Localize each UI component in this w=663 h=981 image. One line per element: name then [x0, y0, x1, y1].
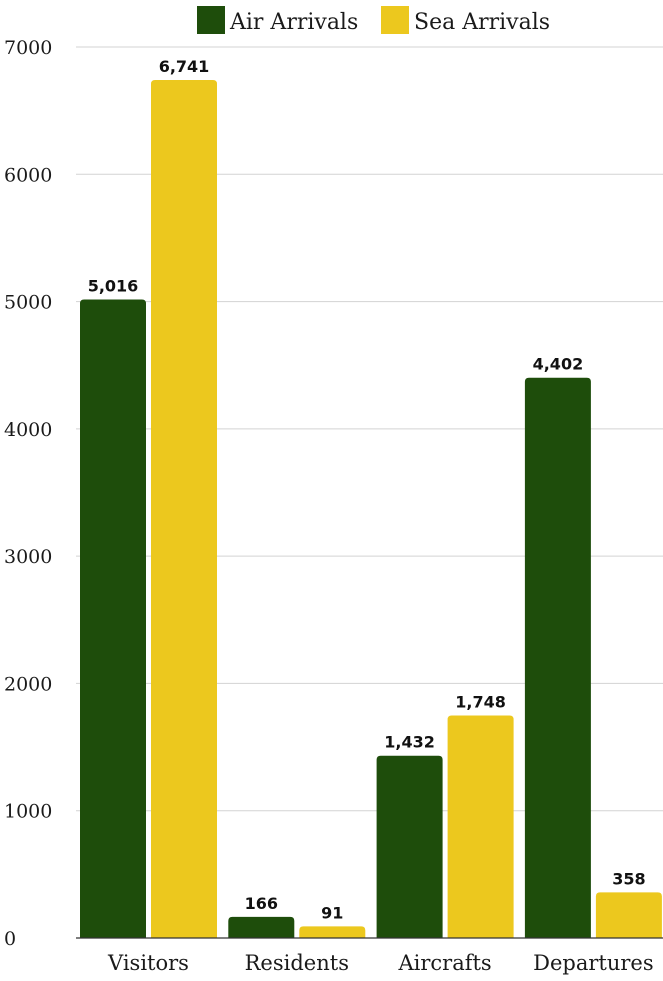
data-label: 1,432 — [384, 733, 435, 752]
x-axis-ticks: Visitors Residents Aircrafts Departures — [107, 951, 654, 975]
y-tick-label: 1000 — [4, 801, 52, 823]
y-tick-label: 7000 — [4, 37, 52, 59]
legend-swatch — [381, 6, 409, 34]
legend: Air Arrivals Sea Arrivals — [197, 6, 550, 35]
legend-label: Air Arrivals — [229, 10, 358, 35]
y-tick-label: 4000 — [4, 419, 52, 441]
bar-sea-arrivals-residents — [299, 926, 366, 938]
x-tick-label: Residents — [245, 951, 349, 975]
y-tick-label: 3000 — [4, 546, 52, 568]
y-tick-label: 2000 — [4, 673, 52, 695]
x-tick-label: Aircrafts — [397, 951, 491, 975]
legend-swatch — [197, 6, 225, 34]
bar-air-arrivals-aircrafts — [376, 755, 443, 938]
bar-sea-arrivals-departures — [595, 892, 662, 938]
data-label: 358 — [612, 869, 645, 888]
x-tick-label: Visitors — [107, 951, 189, 975]
data-labels: 5,016 6,741 166 91 1,432 1,748 4,402 358 — [88, 57, 646, 922]
data-label: 166 — [245, 894, 278, 913]
legend-label: Sea Arrivals — [414, 10, 550, 35]
y-axis-ticks: 0 1000 2000 3000 4000 5000 6000 7000 — [4, 37, 52, 950]
y-tick-label: 0 — [4, 928, 16, 950]
data-label: 5,016 — [88, 277, 139, 296]
bar-air-arrivals-residents — [228, 916, 295, 938]
data-label: 1,748 — [455, 693, 506, 712]
y-tick-label: 5000 — [4, 292, 52, 314]
bar-sea-arrivals-visitors — [151, 79, 217, 939]
x-tick-label: Departures — [533, 951, 653, 975]
bars — [80, 79, 662, 939]
bar-air-arrivals-visitors — [80, 299, 146, 938]
data-label: 4,402 — [533, 355, 584, 374]
y-tick-label: 6000 — [4, 164, 52, 186]
bar-sea-arrivals-aircrafts — [447, 715, 514, 938]
bar-air-arrivals-departures — [524, 377, 591, 938]
data-label: 91 — [321, 903, 343, 922]
data-label: 6,741 — [159, 57, 210, 76]
